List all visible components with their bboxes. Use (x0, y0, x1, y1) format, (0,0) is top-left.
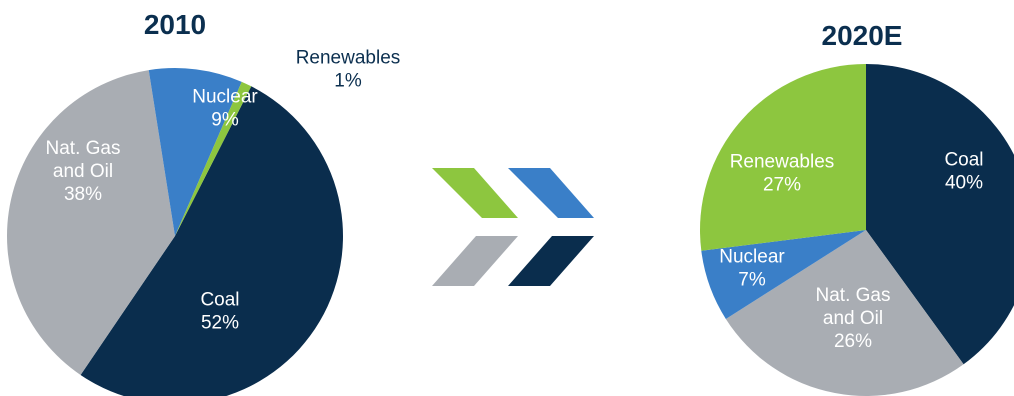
pie-slice-renewables (700, 64, 866, 251)
chart-title-2010: 2010 (144, 9, 206, 40)
slice-label-gas: Nat. Gas and Oil 26% (816, 285, 891, 352)
pie-chart-2020e: Coal 40% Nat. Gas and Oil 26% Nuclear 7% Renewa… (700, 64, 1014, 396)
arrow-chevron-part (432, 168, 518, 218)
pie-slice-gas (725, 230, 964, 396)
slice-label-coal: Coal 40% (944, 150, 983, 194)
slice-label-renewables: Renewables 1% (296, 48, 401, 92)
slice-label-coal: Coal 52% (200, 290, 239, 334)
slice-label-renewables: Renewables 27% (730, 152, 835, 196)
arrow-chevron-part (508, 168, 594, 218)
arrow-chevron-part (508, 236, 594, 286)
arrow-chevron-part (432, 236, 518, 286)
pie-slice-nuclear (148, 68, 242, 237)
slice-label-nuclear: Nuclear 9% (192, 87, 258, 131)
pie-slice-coal (866, 64, 1014, 365)
slice-label-gas: Nat. Gas and Oil 38% (46, 138, 121, 205)
slice-label-nuclear: Nuclear 7% (719, 247, 785, 291)
pie-chart-2010: Coal 52% Nat. Gas and Oil 38% Nuclear 9% Renewa… (7, 48, 400, 396)
pie-slice-coal (80, 86, 343, 396)
chart-title-2020e: 2020E (822, 20, 903, 51)
pie-slice-nuclear (701, 230, 866, 319)
pie-slice-gas (7, 70, 176, 375)
pie-slice-renewables (175, 81, 252, 236)
double-chevron-right-icon (432, 168, 594, 286)
